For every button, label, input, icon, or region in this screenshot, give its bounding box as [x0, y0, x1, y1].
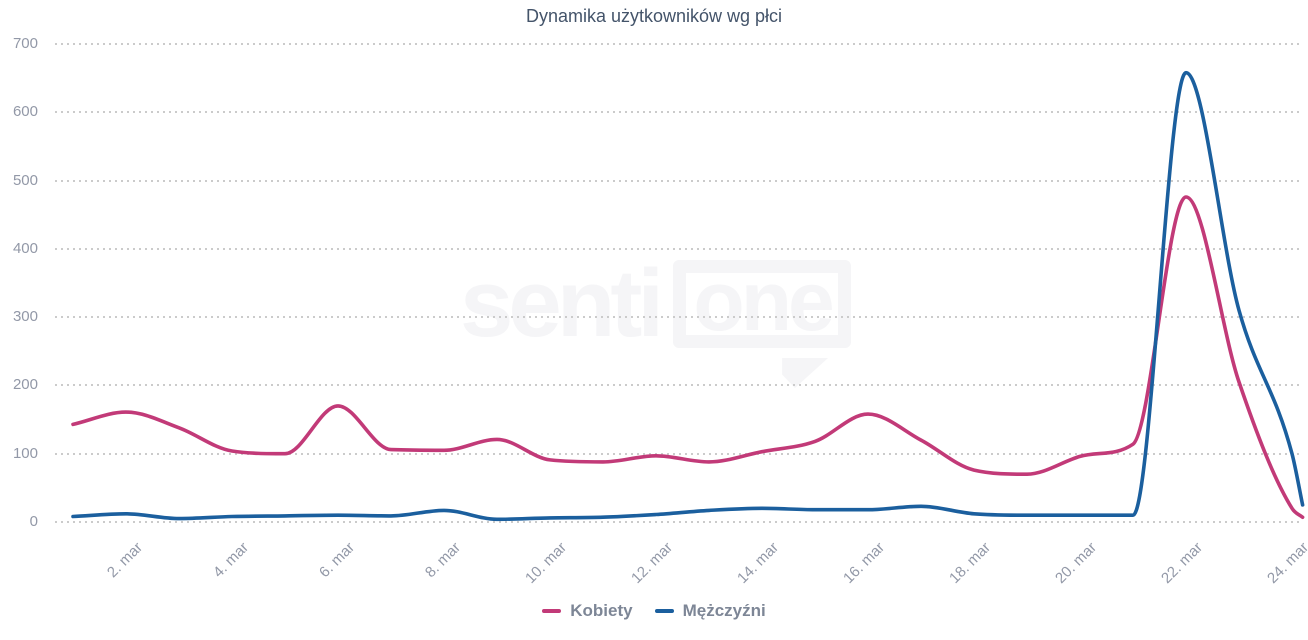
gridline [55, 316, 1300, 319]
y-tick-label: 500 [12, 171, 38, 189]
watermark-senti-text: senti [460, 250, 664, 357]
legend-label-mezczyzni: Mężczyźni [682, 601, 766, 620]
y-tick-label: 200 [12, 376, 38, 394]
kobiety-line [71, 195, 1305, 519]
y-tick-label: 0 [29, 513, 38, 530]
kobiety-dash-icon [542, 609, 562, 613]
mezczyzni-dash-icon [654, 609, 674, 613]
watermark-one-text: one [693, 254, 834, 348]
chart-title: Dynamika użytkowników wg płci [525, 6, 783, 26]
y-tick-label: 300 [12, 308, 38, 326]
gridline [55, 452, 1300, 455]
gridline [55, 43, 1300, 45]
legend: Kobiety Mężczyźni [0, 601, 1308, 621]
y-tick-label: 400 [12, 239, 38, 257]
gridline [55, 111, 1300, 114]
legend-item-kobiety[interactable]: Kobiety [542, 601, 633, 621]
y-tick-label: 700 [12, 35, 38, 52]
y-tick-label: 100 [12, 444, 38, 462]
legend-item-mezczyzni[interactable]: Mężczyźni [654, 601, 766, 621]
mezczyzni-line [71, 70, 1305, 522]
gridline [55, 247, 1300, 250]
y-tick-label: 600 [12, 103, 38, 121]
legend-label-kobiety: Kobiety [570, 601, 633, 620]
sentione-watermark: senti one [460, 250, 852, 388]
watermark-speech-bubble-icon: one [673, 254, 852, 388]
gridline [55, 384, 1300, 387]
gridline [55, 521, 1300, 523]
gridline [55, 179, 1300, 182]
